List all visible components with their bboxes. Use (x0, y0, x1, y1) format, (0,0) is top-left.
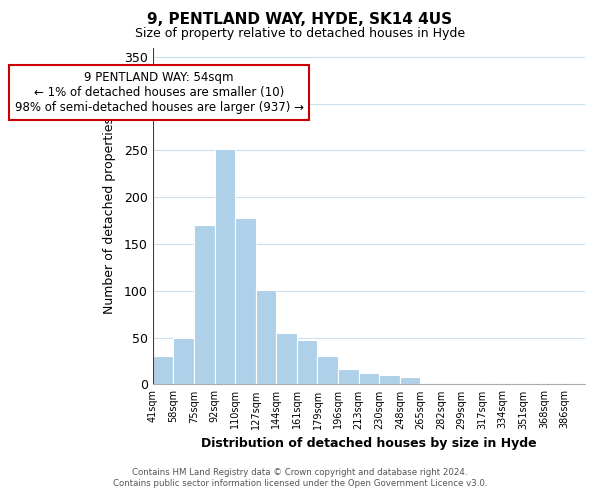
Bar (482, 382, 503, 384)
Bar (153, 356, 173, 384)
Bar (379, 375, 400, 384)
Bar (359, 373, 379, 384)
Text: Size of property relative to detached houses in Hyde: Size of property relative to detached ho… (135, 28, 465, 40)
Bar (215, 148, 235, 384)
Bar (523, 382, 544, 384)
Bar (338, 368, 359, 384)
Text: Contains HM Land Registry data © Crown copyright and database right 2024.
Contai: Contains HM Land Registry data © Crown c… (113, 468, 487, 487)
Bar (400, 377, 421, 384)
Text: 9, PENTLAND WAY, HYDE, SK14 4US: 9, PENTLAND WAY, HYDE, SK14 4US (148, 12, 452, 28)
Bar (235, 218, 256, 384)
X-axis label: Distribution of detached houses by size in Hyde: Distribution of detached houses by size … (201, 437, 537, 450)
Bar (173, 338, 194, 384)
Bar (297, 340, 317, 384)
Y-axis label: Number of detached properties: Number of detached properties (103, 118, 116, 314)
Bar (256, 290, 277, 384)
Text: 9 PENTLAND WAY: 54sqm
← 1% of detached houses are smaller (10)
98% of semi-detac: 9 PENTLAND WAY: 54sqm ← 1% of detached h… (14, 71, 304, 114)
Bar (277, 333, 297, 384)
Bar (317, 356, 338, 384)
Bar (194, 226, 215, 384)
